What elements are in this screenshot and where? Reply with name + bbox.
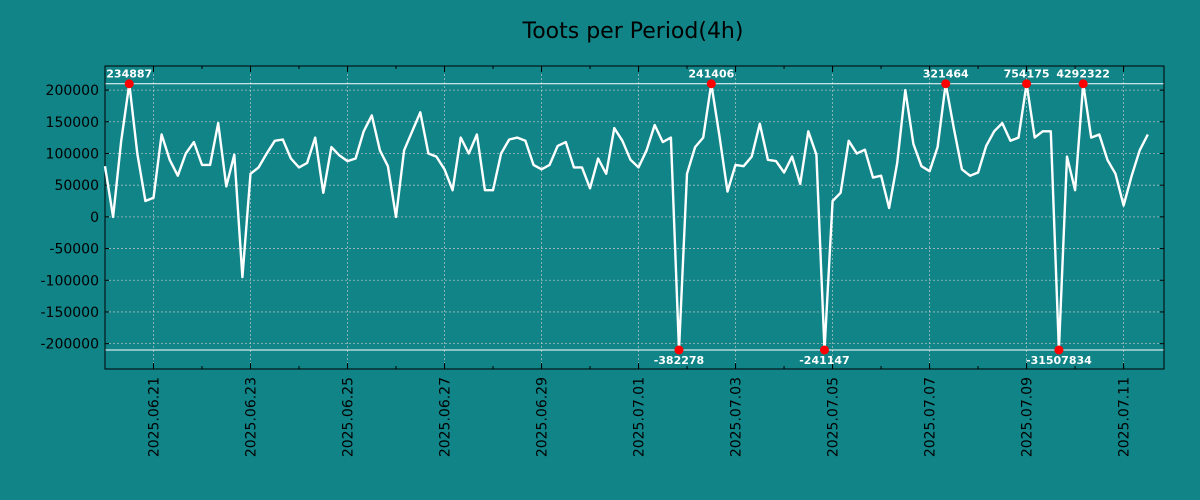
series-line (103, 82, 1149, 352)
data-label: 234887 (106, 68, 152, 81)
y-tick-label: 100000 (46, 146, 99, 162)
x-tick-label: 2025.06.29 (535, 377, 551, 457)
x-tick-label: 2025.06.25 (341, 377, 357, 457)
axes: -200000 -150000 -100000 -50000 0 50000 100000 1… (41, 65, 1165, 457)
grid (105, 66, 1164, 369)
y-tick-label: 150000 (46, 115, 99, 131)
plot-frame (104, 65, 1165, 370)
x-tick-label: 2025.06.27 (438, 377, 454, 457)
clip-marker (706, 79, 716, 89)
x-tick-label: 2025.07.07 (923, 377, 939, 457)
data-label: -241147 (799, 354, 850, 367)
data-label: 4292322 (1056, 68, 1110, 81)
clip-marker (941, 79, 951, 89)
series (103, 82, 1149, 352)
x-tick-label: 2025.06.21 (147, 377, 163, 457)
clip-marker (124, 79, 134, 89)
y-tick-label: -200000 (41, 337, 100, 353)
data-label: 321464 (923, 68, 969, 81)
clip-marker (1054, 345, 1064, 355)
x-tick-label: 2025.06.23 (244, 377, 260, 457)
y-tick-label: 0 (90, 210, 99, 226)
clip-marker (819, 345, 829, 355)
y-tick-label: -100000 (41, 273, 100, 289)
x-tick-label: 2025.07.05 (826, 377, 842, 457)
data-label: 241406 (688, 68, 734, 81)
clip-marker (1022, 79, 1032, 89)
x-tick-label: 2025.07.03 (729, 377, 745, 457)
x-tick-label: 2025.07.09 (1020, 377, 1036, 457)
chart-title: Toots per Period(4h) (522, 19, 744, 44)
x-tick-label: 2025.07.01 (632, 377, 648, 457)
clip-marker (1078, 79, 1088, 89)
y-tick-label: -50000 (49, 242, 99, 258)
data-label: -31507834 (1026, 354, 1092, 367)
y-tick-label: -150000 (41, 305, 100, 321)
x-tick-label: 2025.07.11 (1117, 377, 1133, 457)
data-labels: 234887 241406 321464 754175 4292322 -382278 -2… (106, 68, 1110, 367)
clip-marker (674, 345, 684, 355)
data-label: -382278 (654, 354, 705, 367)
clip-markers (124, 79, 1088, 355)
data-label: 754175 (1004, 68, 1050, 81)
y-tick-label: 200000 (46, 83, 99, 99)
y-tick-label: 50000 (54, 178, 99, 194)
